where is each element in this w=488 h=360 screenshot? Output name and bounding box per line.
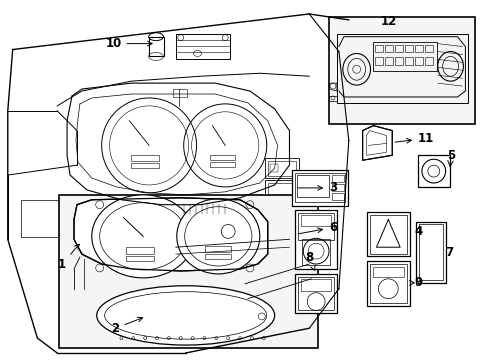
Text: 9: 9: [409, 276, 422, 289]
Text: 4: 4: [413, 225, 422, 238]
Bar: [366, 261, 409, 306]
Bar: [183, 222, 229, 242]
Bar: [269, 164, 277, 172]
Bar: [210, 155, 235, 160]
Bar: [131, 163, 159, 168]
Bar: [59, 195, 318, 348]
Bar: [372, 267, 403, 277]
Bar: [264, 158, 299, 178]
Bar: [298, 277, 333, 310]
Bar: [336, 34, 468, 103]
Bar: [424, 45, 432, 53]
Bar: [394, 58, 402, 66]
Bar: [179, 202, 233, 216]
Polygon shape: [362, 126, 391, 160]
Bar: [20, 200, 65, 237]
Bar: [295, 274, 336, 314]
Bar: [424, 58, 432, 66]
Bar: [331, 193, 343, 200]
Bar: [375, 58, 383, 66]
Bar: [369, 264, 407, 302]
Bar: [267, 161, 296, 176]
Bar: [295, 210, 336, 269]
Bar: [298, 213, 333, 240]
Text: 8: 8: [305, 251, 314, 270]
Bar: [267, 183, 296, 201]
Bar: [254, 237, 274, 250]
Bar: [301, 215, 330, 226]
Text: 11: 11: [394, 132, 433, 145]
Polygon shape: [74, 198, 267, 271]
Bar: [205, 246, 231, 252]
Bar: [172, 89, 186, 97]
Bar: [385, 45, 392, 53]
Bar: [418, 225, 442, 280]
Bar: [394, 45, 402, 53]
Bar: [210, 162, 235, 167]
Bar: [369, 215, 407, 254]
Bar: [149, 37, 163, 57]
Bar: [176, 34, 230, 59]
Bar: [404, 45, 412, 53]
Bar: [385, 58, 392, 66]
Bar: [302, 239, 329, 265]
Bar: [415, 221, 445, 283]
Text: 12: 12: [379, 15, 396, 28]
Bar: [297, 175, 328, 197]
Bar: [179, 220, 233, 244]
Bar: [331, 175, 343, 182]
Bar: [205, 254, 231, 259]
Ellipse shape: [97, 286, 274, 345]
Bar: [372, 42, 436, 71]
Bar: [292, 170, 347, 206]
Bar: [176, 200, 235, 217]
Bar: [404, 58, 412, 66]
Bar: [126, 256, 154, 261]
Bar: [295, 173, 344, 202]
Text: 10: 10: [105, 37, 152, 50]
Bar: [375, 45, 383, 53]
Bar: [331, 184, 343, 191]
Bar: [417, 155, 448, 187]
Bar: [414, 58, 422, 66]
Bar: [366, 212, 409, 256]
Text: 6: 6: [298, 221, 337, 234]
Ellipse shape: [92, 195, 194, 278]
Text: 7: 7: [445, 246, 453, 258]
Ellipse shape: [177, 199, 259, 274]
Bar: [414, 45, 422, 53]
Bar: [131, 155, 159, 161]
Bar: [251, 215, 276, 229]
Bar: [328, 17, 474, 123]
Text: 1: 1: [58, 244, 79, 270]
Bar: [301, 279, 330, 291]
Bar: [251, 234, 276, 252]
Text: 5: 5: [447, 149, 455, 162]
Bar: [264, 180, 299, 202]
Bar: [126, 247, 154, 254]
Text: 2: 2: [111, 317, 142, 335]
Text: 3: 3: [298, 181, 336, 194]
